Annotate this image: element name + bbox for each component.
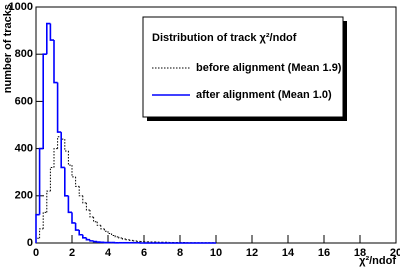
histogram-bin	[60, 132, 65, 169]
y-tick-label: 600	[15, 95, 33, 107]
histogram-bin	[85, 237, 90, 241]
x-tick-label: 18	[354, 247, 366, 259]
histogram-bin	[53, 148, 58, 168]
histogram-bin	[57, 136, 62, 149]
histogram-bin	[67, 150, 72, 166]
histogram-bin	[111, 233, 116, 236]
x-tick-label: 0	[33, 247, 39, 259]
histogram-bin	[64, 139, 69, 152]
histogram-bin	[129, 239, 134, 241]
legend-label: after alignment (Mean 1.0)	[196, 89, 332, 101]
x-tick-label: 20	[390, 247, 400, 259]
histogram-bin	[46, 22, 51, 55]
histogram-bin	[38, 147, 44, 215]
y-tick-label: 800	[15, 48, 33, 60]
legend-label: before alignment (Mean 1.9)	[196, 62, 342, 74]
histogram-bin	[78, 186, 83, 197]
histogram-bin	[107, 231, 112, 235]
histogram-bin	[35, 237, 40, 243]
histogram-bin	[67, 195, 72, 214]
histogram-bin	[71, 165, 76, 178]
y-axis-label: number of tracks	[2, 4, 14, 93]
histogram-bin	[82, 234, 87, 239]
histogram-bin	[96, 221, 101, 226]
histogram-bin	[42, 211, 47, 229]
histogram-bin	[103, 228, 108, 232]
histogram-bin	[42, 53, 47, 149]
x-tick-label: 12	[246, 247, 258, 259]
histogram-bin	[89, 209, 94, 218]
histogram-bin	[100, 225, 105, 230]
histogram-bin	[82, 195, 87, 204]
histogram-bin	[74, 222, 80, 231]
x-tick-label: 16	[318, 247, 330, 259]
x-tick-label: 14	[282, 247, 295, 259]
legend-box	[142, 16, 344, 118]
histogram-bin	[53, 40, 58, 84]
histogram-bin	[75, 176, 80, 187]
histogram-bin	[35, 213, 40, 243]
histogram-bin	[92, 240, 98, 243]
legend-title: Distribution of track χ²/ndof	[152, 32, 297, 44]
histogram-bin	[125, 238, 130, 241]
histogram-bin	[93, 217, 98, 223]
x-tick-label: 6	[141, 247, 147, 259]
x-tick-label: 4	[105, 247, 112, 259]
histogram-bin	[49, 166, 54, 192]
y-tick-label: 400	[15, 143, 33, 155]
histogram-bin	[56, 82, 62, 133]
histogram-bin	[118, 236, 123, 239]
histogram-bin	[85, 202, 90, 211]
y-tick-label: 200	[15, 190, 33, 202]
histogram-bin	[121, 238, 126, 240]
histogram-bin	[39, 228, 44, 239]
x-axis-label: χ²/ndof	[359, 255, 396, 267]
histogram-bin	[71, 212, 76, 224]
histogram-bin	[49, 23, 54, 41]
histogram-bin	[78, 230, 83, 236]
histogram-bin	[89, 239, 94, 242]
histogram-bin	[46, 190, 51, 213]
x-tick-label: 8	[177, 247, 183, 259]
histogram-bin	[64, 167, 69, 197]
histogram-bin	[114, 235, 119, 238]
y-tick-label: 1000	[9, 1, 33, 13]
x-tick-label: 2	[69, 247, 75, 259]
y-tick-label: 0	[27, 237, 33, 249]
x-tick-label: 10	[210, 247, 222, 259]
